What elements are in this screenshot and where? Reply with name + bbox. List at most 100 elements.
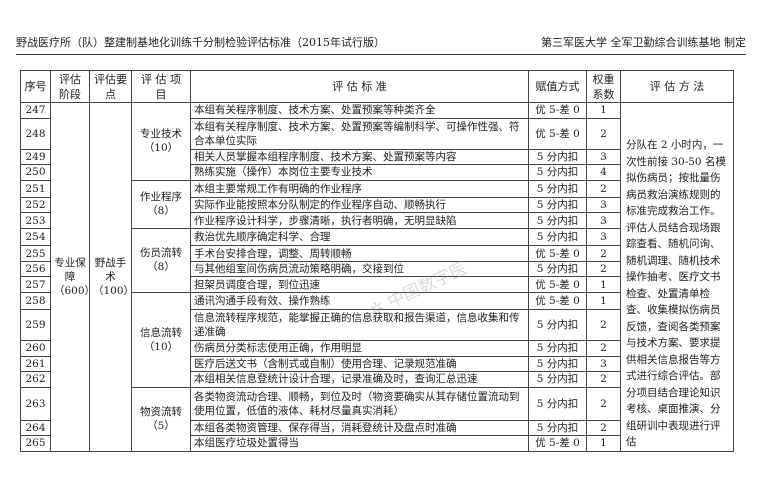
standard: 本组有关程序制度、技术方案、处置预案等编制科学、可操作性强、符合本单位实际 xyxy=(190,117,529,150)
standard: 与其他组室间伤病员流动策略明确，交接到位 xyxy=(190,260,529,278)
table-row: 253 作业程序设计科学，步骤清晰，执行者明确，无明显缺陷 5 分内扣 3 xyxy=(20,212,734,229)
standard: 作业程序设计科学，步骤清晰，执行者明确，无明显缺陷 xyxy=(190,212,529,229)
table-row: 251 作业程序（8） 本组主要常规工作有明确的作业程序 5 分内扣 2 xyxy=(20,179,734,229)
weight: 4 xyxy=(586,164,621,181)
scoring-mode: 优 5-差 0 xyxy=(528,291,587,311)
standard: 担架员调度合理，到位迅速 xyxy=(190,276,529,293)
table-header-row: 序号 评估阶段 评估要点 评 估 项 目 评 估 标 准 赋值方式 权重系数 评… xyxy=(20,70,734,103)
standard: 信息流转程序规范，能掌握正确的信息获取和报告渠道，信息收集和传递准确 xyxy=(190,309,529,342)
row-number: 257 xyxy=(20,276,51,293)
weight: 2 xyxy=(586,245,621,262)
row-number: 263 xyxy=(20,386,51,421)
table-row: 247 专业保障（600） 野战手术（100） 专业技术（10） 本组有关程序制度、技术… xyxy=(20,102,734,452)
col-header: 赋值方式 xyxy=(528,70,587,103)
row-number: 254 xyxy=(20,227,51,247)
weight: 2 xyxy=(586,260,621,278)
evaluation-item: 伤员流转（8） xyxy=(131,227,191,293)
evaluation-method: 分队在 2 小时内，一次性前接 30-50 名模拟伤病员；按批量伤病员救治演练规… xyxy=(620,102,734,452)
row-number: 253 xyxy=(20,212,51,229)
standard: 熟练实施（操作）本岗位主要专业技术 xyxy=(190,164,529,181)
scoring-mode: 优 5-差 0 xyxy=(528,435,587,452)
standard: 伤病员分类标志使用正确，作用明显 xyxy=(190,340,529,357)
standard: 各类物资流动合理、顺畅，到位及时（物资要确实从其存储位置流动到使用位置，低值的液… xyxy=(190,386,529,421)
scoring-mode: 优 5-差 0 xyxy=(528,102,587,119)
scoring-mode: 5 分内扣 xyxy=(528,340,587,357)
scoring-mode: 5 分内扣 xyxy=(528,212,587,229)
scoring-mode: 5 分内扣 xyxy=(528,309,587,342)
document-title: 野战医疗所（队）整建制基地化训练千分制检验评估标准（2015年试行版） xyxy=(16,36,385,49)
col-header: 权重系数 xyxy=(586,70,621,103)
table-row: 263 物资流转（5） 各类物资流动合理、顺畅，到位及时（物资要确实从其存储位置流动… xyxy=(20,386,734,452)
weight: 1 xyxy=(586,276,621,293)
table-row: 252 实际作业能按照本分队制定的作业程序自动、顺畅执行 5 分内扣 3 xyxy=(20,196,734,214)
evaluation-item: 信息流转（10） xyxy=(131,291,191,388)
row-number: 258 xyxy=(20,291,51,311)
standard: 本组医疗垃圾处置得当 xyxy=(190,435,529,452)
table-row: 256 与其他组室间伤病员流动策略明确，交接到位 5 分内扣 2 xyxy=(20,260,734,278)
evaluation-point: 野战手术（100） xyxy=(89,102,134,452)
scoring-mode: 5 分内扣 xyxy=(528,386,587,421)
weight: 2 xyxy=(586,309,621,342)
col-header: 评 估 项 目 xyxy=(131,70,191,103)
issuer: 第三军医大学 全军卫勤综合训练基地 制定 xyxy=(541,36,746,49)
weight: 2 xyxy=(586,419,621,436)
page-header: 野战医疗所（队）整建制基地化训练千分制检验评估标准（2015年试行版） 第三军医… xyxy=(16,20,746,55)
weight: 3 xyxy=(586,355,621,373)
table-row: 261 医疗后送文书（含制式或自制）使用合理、记录规范准确 5 分内扣 3 xyxy=(20,355,734,373)
col-header: 评 估 方 法 xyxy=(620,70,734,103)
standard: 医疗后送文书（含制式或自制）使用合理、记录规范准确 xyxy=(190,355,529,373)
standard: 本组各类物资管理、保存得当，消耗登统计及盘点时准确 xyxy=(190,419,529,436)
evaluation-stage: 专业保障（600） xyxy=(50,102,95,452)
weight: 3 xyxy=(586,227,621,247)
table-row: 249 相关人员掌握本组程序制度、技术方案、处置预案等内容 5 分内扣 3 xyxy=(20,148,734,165)
scoring-mode: 5 分内扣 xyxy=(528,419,587,436)
scoring-mode: 5 分内扣 xyxy=(528,196,587,214)
table-row: 248 本组有关程序制度、技术方案、处置预案等编制科学、可操作性强、符合本单位实际… xyxy=(20,117,734,150)
row-number: 262 xyxy=(20,371,51,388)
weight: 2 xyxy=(586,386,621,421)
table-row: 254 伤员流转（8） 救治优先顺序确定科学、合理 5 分内扣 3 xyxy=(20,227,734,293)
weight: 3 xyxy=(586,212,621,229)
row-number: 251 xyxy=(20,179,51,198)
row-number: 265 xyxy=(20,435,51,452)
evaluation-item: 物资流转（5） xyxy=(131,386,191,452)
scoring-mode: 5 分内扣 xyxy=(528,227,587,247)
row-number: 261 xyxy=(20,355,51,373)
col-header: 评估要点 xyxy=(89,70,132,103)
col-header: 序号 xyxy=(20,70,51,103)
standard: 手术台安排合理，调整、周转顺畅 xyxy=(190,245,529,262)
weight: 2 xyxy=(586,340,621,357)
standard: 本组相关信息登统计设计合理，记录准确及时，查询汇总迅速 xyxy=(190,371,529,388)
scoring-mode: 5 分内扣 xyxy=(528,148,587,165)
standard: 相关人员掌握本组程序制度、技术方案、处置预案等内容 xyxy=(190,148,529,165)
scoring-mode: 5 分内扣 xyxy=(528,355,587,373)
standard: 本组有关程序制度、技术方案、处置预案等种类齐全 xyxy=(190,102,529,119)
row-number: 256 xyxy=(20,260,51,278)
row-number: 259 xyxy=(20,309,51,342)
scoring-mode: 5 分内扣 xyxy=(528,179,587,198)
weight: 2 xyxy=(586,117,621,150)
scoring-mode: 5 分内扣 xyxy=(528,260,587,278)
evaluation-item: 专业技术（10） xyxy=(131,102,191,181)
weight: 1 xyxy=(586,291,621,311)
weight: 3 xyxy=(586,196,621,214)
scoring-mode: 优 5-差 0 xyxy=(528,117,587,150)
row-number: 260 xyxy=(20,340,51,357)
row-number: 255 xyxy=(20,245,51,262)
weight: 1 xyxy=(586,102,621,119)
standard: 救治优先顺序确定科学、合理 xyxy=(190,227,529,247)
scoring-mode: 5 分内扣 xyxy=(528,164,587,181)
table-row: 264 本组各类物资管理、保存得当，消耗登统计及盘点时准确 5 分内扣 2 xyxy=(20,419,734,436)
weight: 1 xyxy=(586,435,621,452)
row-number: 252 xyxy=(20,196,51,214)
table-row: 250 熟练实施（操作）本岗位主要专业技术 5 分内扣 4 xyxy=(20,164,734,181)
row-number: 249 xyxy=(20,148,51,165)
row-number: 248 xyxy=(20,117,51,150)
scoring-mode: 优 5-差 0 xyxy=(528,276,587,293)
row-number: 264 xyxy=(20,419,51,436)
col-header: 评估阶段 xyxy=(50,70,90,103)
weight: 2 xyxy=(586,371,621,388)
